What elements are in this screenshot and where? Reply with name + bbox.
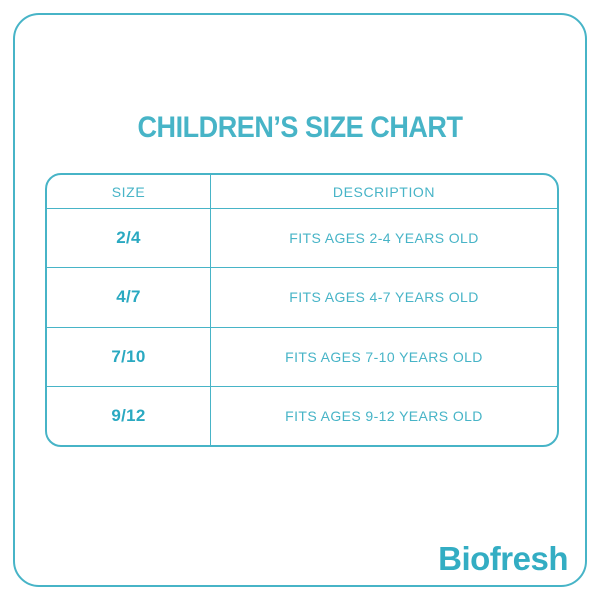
size-value-row-4: 9/12: [47, 385, 211, 445]
size-value-row-3: 7/10: [47, 326, 211, 386]
size-table: SIZE DESCRIPTION 2/4 FITS AGES 2-4 YEARS…: [45, 173, 559, 447]
size-value-row-1: 2/4: [47, 208, 211, 268]
biofresh-logo: Biofresh: [438, 540, 568, 577]
size-value-row-2: 4/7: [47, 267, 211, 327]
size-description-row-1: FITS AGES 2-4 YEARS OLD: [211, 208, 557, 267]
column-header-description: DESCRIPTION: [332, 183, 436, 200]
size-description-row-3: FITS AGES 7-10 YEARS OLD: [211, 326, 557, 386]
size-description-row-4: FITS AGES 9-12 YEARS OLD: [211, 385, 557, 445]
page-title: CHILDREN’S SIZE CHART: [137, 111, 463, 144]
column-header-size: SIZE: [47, 175, 211, 208]
size-description-row-2: FITS AGES 4-7 YEARS OLD: [211, 267, 557, 326]
